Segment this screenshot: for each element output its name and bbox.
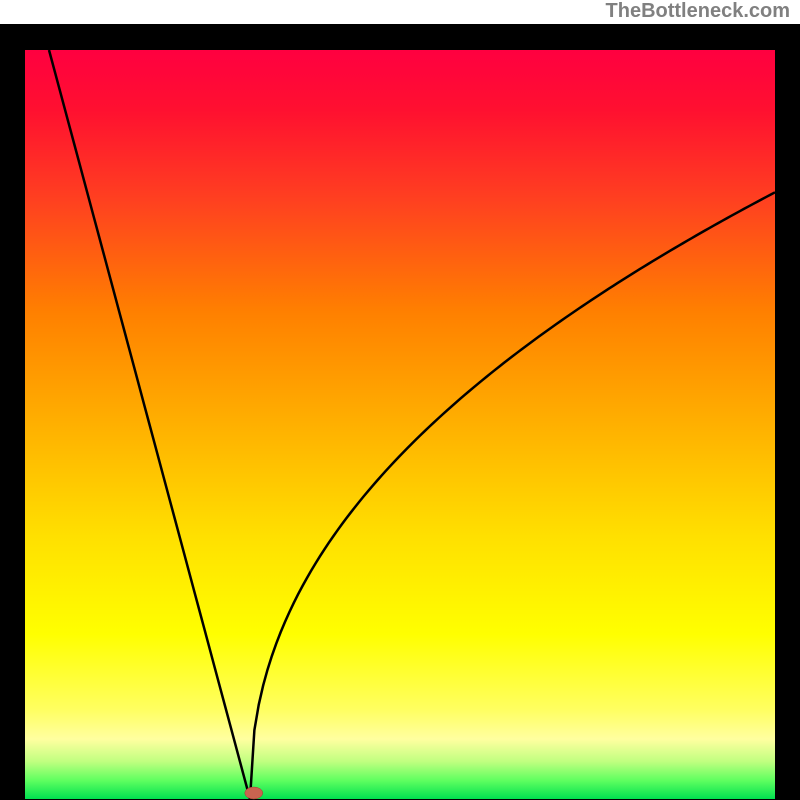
watermark-text: TheBottleneck.com bbox=[606, 0, 790, 23]
chart-background bbox=[25, 50, 775, 799]
bottleneck-chart bbox=[0, 24, 800, 800]
minimum-marker bbox=[245, 787, 263, 799]
